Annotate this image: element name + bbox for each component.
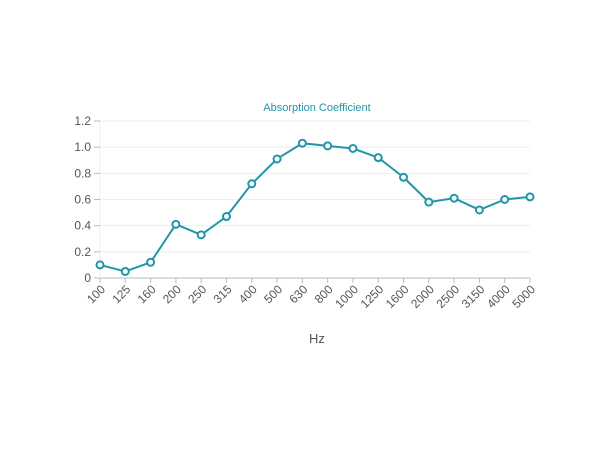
data-point[interactable]: [196, 230, 206, 240]
x-tick-label: 200: [160, 282, 184, 306]
data-point[interactable]: [247, 179, 257, 189]
x-tick-label: 100: [84, 282, 108, 306]
x-tick-label: 125: [109, 282, 133, 306]
y-tick-label: 0.4: [74, 219, 91, 233]
y-tick-label: 1.0: [74, 140, 91, 154]
chart-title: Absorption Coefficient: [263, 102, 370, 114]
data-point[interactable]: [221, 212, 231, 222]
grid-lines: [100, 120, 530, 253]
x-tick-label: 1600: [383, 282, 412, 311]
x-tick-label: 5000: [509, 282, 538, 311]
x-axis-label: Hz: [309, 331, 325, 346]
x-tick-label: 250: [185, 282, 209, 306]
x-tick-label: 800: [312, 282, 336, 306]
data-point[interactable]: [297, 138, 307, 148]
data-point[interactable]: [95, 260, 105, 270]
series-line: [99, 142, 531, 273]
x-tick-label: 630: [286, 282, 310, 306]
x-tick-label: 1000: [332, 282, 361, 311]
y-tick-label: 0.6: [74, 193, 91, 207]
x-tick-label: 3150: [459, 282, 488, 311]
x-tick-label: 2500: [433, 282, 462, 311]
x-tick-label: 4000: [484, 282, 513, 311]
x-tick-label: 400: [236, 282, 260, 306]
x-tick-labels: 100 125 160 200 250 315 400 500 630 8001000125016…: [84, 278, 538, 311]
data-point[interactable]: [373, 153, 383, 163]
data-point[interactable]: [323, 141, 333, 151]
data-point[interactable]: [272, 154, 282, 164]
y-tick-labels: 0 0.2 0.4 0.6 0.8 1.0 1.2: [74, 114, 100, 285]
data-point[interactable]: [146, 257, 156, 267]
y-tick-label: 0: [84, 271, 91, 285]
data-point[interactable]: [500, 195, 510, 204]
data-point[interactable]: [449, 193, 459, 203]
data-point[interactable]: [120, 266, 130, 276]
data-point[interactable]: [474, 205, 484, 215]
data-point[interactable]: [424, 197, 434, 207]
x-tick-label: 315: [211, 282, 235, 306]
data-point[interactable]: [399, 172, 409, 182]
data-point[interactable]: [348, 143, 358, 153]
x-tick-label: 500: [261, 282, 285, 306]
y-tick-label: 0.2: [74, 245, 91, 259]
data-point[interactable]: [525, 192, 535, 202]
x-tick-label: 1250: [358, 282, 387, 311]
y-tick-label: 1.2: [74, 114, 91, 128]
x-tick-label: 2000: [408, 282, 437, 311]
series: [95, 138, 535, 276]
x-tick-label: 160: [135, 282, 159, 306]
data-point[interactable]: [171, 219, 181, 229]
y-tick-label: 0.8: [74, 166, 91, 180]
